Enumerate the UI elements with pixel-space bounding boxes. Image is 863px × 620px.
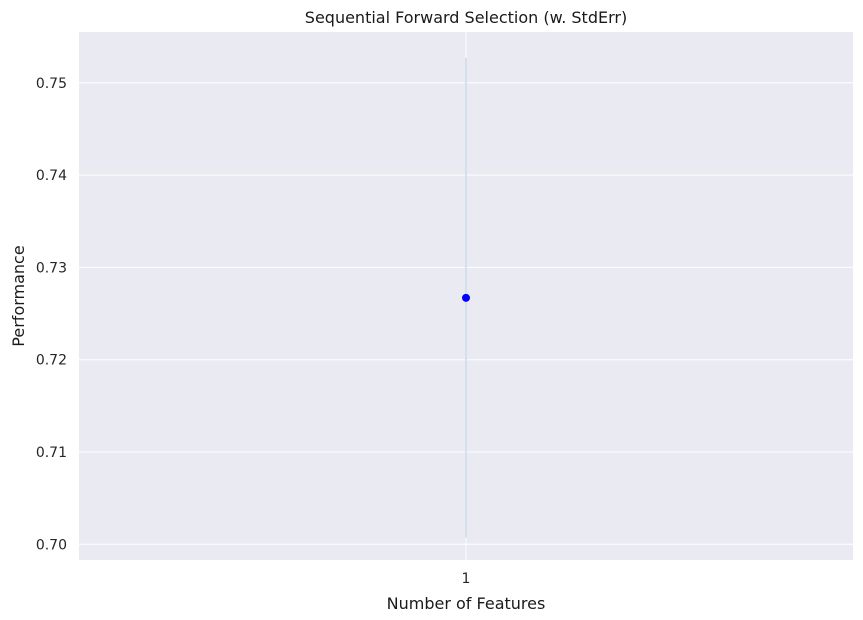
x-tick-labels: 1 [462,571,471,587]
y-tick-label: 0.75 [36,76,67,92]
y-tick-labels: 0.70 0.71 0.72 0.73 0.74 0.75 [36,76,67,554]
data-points [462,293,470,302]
y-axis-label: Performance [9,245,28,346]
chart-title: Sequential Forward Selection (w. StdErr) [305,8,627,27]
y-tick-label: 0.73 [36,260,67,276]
y-tick-label: 0.74 [36,168,67,184]
y-tick-label: 0.72 [36,353,67,369]
x-axis-label: Number of Features [387,594,546,613]
x-tick-label: 1 [462,571,471,587]
data-point [462,293,470,302]
y-tick-label: 0.71 [36,445,67,461]
y-tick-label: 0.70 [36,537,67,553]
